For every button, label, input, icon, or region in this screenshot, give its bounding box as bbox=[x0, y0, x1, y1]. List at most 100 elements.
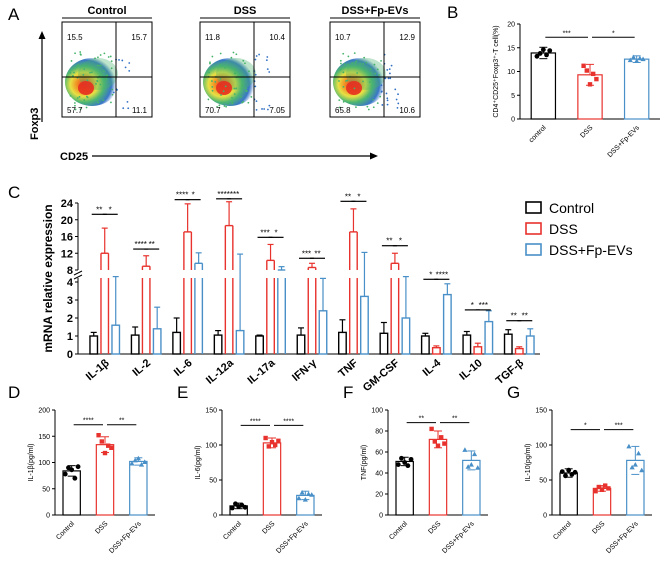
flow-event-dot bbox=[124, 66, 127, 69]
flow-event-dot bbox=[128, 62, 131, 64]
data-point bbox=[572, 469, 578, 475]
panel-label-a: A bbox=[8, 5, 20, 24]
y-axis-label: IL-6(pg/ml) bbox=[195, 446, 202, 480]
flow-event-dot bbox=[211, 86, 214, 88]
y-tick-label: 10 bbox=[507, 69, 515, 76]
legend-swatch-dss bbox=[525, 222, 542, 235]
flow-cytometry-panel: Foxp3 CD25 Control 15.5 15.7 57.7 11.1 DSS 11.… bbox=[29, 5, 421, 163]
bar bbox=[462, 334, 472, 355]
flow-event-dot bbox=[250, 96, 253, 98]
flow-density-core bbox=[216, 81, 232, 95]
category-label: DSS bbox=[591, 520, 606, 535]
flow-event-dot bbox=[255, 100, 258, 103]
data-point bbox=[462, 447, 468, 452]
significance-label: ** bbox=[96, 205, 102, 214]
significance-label: * bbox=[471, 301, 474, 310]
flow-event-dot bbox=[255, 108, 258, 111]
significance-label: *** bbox=[302, 249, 311, 258]
data-point bbox=[266, 444, 271, 449]
data-point bbox=[135, 455, 141, 461]
flow-event-dot bbox=[389, 77, 392, 80]
flow-event-dot bbox=[111, 88, 114, 91]
legend-label-control: Control bbox=[549, 200, 594, 216]
category-label: DSS bbox=[261, 520, 276, 535]
flow-event-dot bbox=[342, 85, 345, 88]
y-tick-label: 12 bbox=[61, 248, 73, 260]
flow-event-dot bbox=[342, 100, 345, 103]
flow-event-dot bbox=[244, 87, 247, 90]
bar bbox=[503, 333, 513, 355]
flow-event-dot bbox=[373, 63, 376, 66]
y-axis-label: IL-10(pg/ml) bbox=[525, 444, 532, 482]
flow-event-dot bbox=[235, 53, 238, 56]
flow-event-dot bbox=[232, 51, 235, 54]
category-label: DSS bbox=[579, 124, 594, 139]
flow-event-dot bbox=[369, 68, 372, 70]
flow-event-dot bbox=[258, 53, 260, 56]
panel-label-e: E bbox=[177, 383, 188, 402]
flow-event-dot bbox=[233, 68, 236, 70]
flow-event-dot bbox=[235, 87, 238, 90]
legend-label-fp-evs: DSS+Fp-EVs bbox=[549, 242, 633, 258]
data-point bbox=[635, 450, 642, 456]
y-tick-label: 150 bbox=[205, 408, 217, 415]
data-point bbox=[299, 490, 305, 495]
data-point bbox=[242, 504, 248, 510]
category-label: DSS bbox=[94, 520, 109, 535]
y-tick-label: 20 bbox=[61, 215, 73, 227]
flow-event-dot bbox=[96, 99, 99, 102]
flow-event-dot bbox=[376, 102, 379, 104]
flow-event-dot bbox=[85, 95, 88, 98]
flow-event-dot bbox=[347, 55, 350, 58]
il6-elisa-chart: 0 50 100 150 IL-6(pg/ml) Control DSSDSS+Fp-EVs… bbox=[195, 408, 322, 555]
flow-event-dot bbox=[121, 59, 124, 62]
flow-event-dot bbox=[338, 106, 341, 109]
y-tick-label: 60 bbox=[375, 450, 383, 457]
data-point bbox=[429, 426, 434, 432]
significance-label: ** bbox=[522, 312, 528, 321]
flow-event-dot bbox=[222, 90, 225, 93]
significance-label: **** bbox=[283, 418, 294, 425]
flow-event-dot bbox=[339, 59, 342, 62]
bar bbox=[62, 470, 81, 516]
bar bbox=[129, 460, 148, 516]
y-tick-label: 20 bbox=[507, 22, 515, 29]
data-point bbox=[475, 465, 481, 470]
flow-event-dot bbox=[79, 51, 82, 53]
data-point bbox=[640, 56, 646, 62]
panel-label-b: B bbox=[447, 3, 458, 22]
data-point bbox=[296, 495, 302, 501]
panel-label-d: D bbox=[8, 383, 20, 402]
data-point bbox=[132, 457, 138, 463]
significance-label: * bbox=[274, 228, 277, 237]
flow-event-dot bbox=[389, 72, 391, 75]
data-point bbox=[591, 71, 596, 77]
significance-label: * bbox=[357, 192, 360, 201]
flow-event-dot bbox=[255, 55, 258, 57]
category-label: IL-17a bbox=[245, 357, 278, 387]
flow-event-dot bbox=[208, 71, 211, 74]
flow-event-dot bbox=[220, 94, 222, 96]
bar bbox=[262, 442, 282, 516]
panel-label-c: C bbox=[8, 183, 20, 202]
significance-label: *** bbox=[615, 423, 623, 430]
data-point bbox=[435, 443, 441, 448]
flow-event-dot bbox=[97, 56, 99, 59]
data-point bbox=[639, 467, 645, 473]
flow-event-dot bbox=[268, 71, 271, 73]
flow-event-dot bbox=[102, 99, 105, 102]
y-tick-label: 150 bbox=[38, 434, 50, 441]
treg-percentage-chart: 0 5 10 15 20 CD4⁺CD25⁺Foxp3⁺-T cell(%) control… bbox=[493, 22, 660, 159]
flow-event-dot bbox=[384, 77, 387, 80]
flow-event-dot bbox=[74, 104, 76, 107]
legend-swatch-control bbox=[525, 201, 542, 214]
bar bbox=[152, 328, 162, 355]
flow-event-dot bbox=[76, 65, 79, 68]
bar bbox=[379, 332, 389, 355]
flow-event-dot bbox=[72, 75, 74, 77]
flow-event-dot bbox=[241, 84, 244, 87]
flow-event-dot bbox=[79, 108, 82, 111]
data-point bbox=[593, 489, 598, 494]
flow-event-dot bbox=[82, 73, 85, 76]
data-point bbox=[637, 55, 643, 61]
